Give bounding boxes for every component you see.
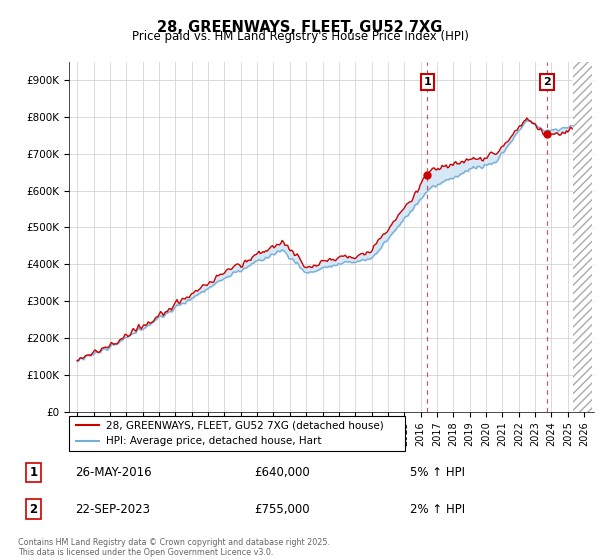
Text: £640,000: £640,000 (254, 466, 310, 479)
Text: HPI: Average price, detached house, Hart: HPI: Average price, detached house, Hart (106, 436, 322, 446)
Bar (573, 62, 592, 412)
Text: 28, GREENWAYS, FLEET, GU52 7XG: 28, GREENWAYS, FLEET, GU52 7XG (157, 20, 443, 35)
Text: Contains HM Land Registry data © Crown copyright and database right 2025.
This d: Contains HM Land Registry data © Crown c… (18, 538, 330, 557)
Bar (573, 62, 592, 412)
Text: 22-SEP-2023: 22-SEP-2023 (76, 503, 151, 516)
Text: £755,000: £755,000 (254, 503, 310, 516)
Text: 2: 2 (543, 77, 551, 87)
Text: 1: 1 (29, 466, 38, 479)
Text: 5% ↑ HPI: 5% ↑ HPI (410, 466, 464, 479)
Text: 28, GREENWAYS, FLEET, GU52 7XG (detached house): 28, GREENWAYS, FLEET, GU52 7XG (detached… (106, 421, 384, 431)
FancyBboxPatch shape (69, 416, 405, 451)
Text: 2% ↑ HPI: 2% ↑ HPI (410, 503, 465, 516)
Text: 2: 2 (29, 503, 38, 516)
Text: 26-MAY-2016: 26-MAY-2016 (76, 466, 152, 479)
Text: 1: 1 (424, 77, 431, 87)
Text: Price paid vs. HM Land Registry's House Price Index (HPI): Price paid vs. HM Land Registry's House … (131, 30, 469, 43)
